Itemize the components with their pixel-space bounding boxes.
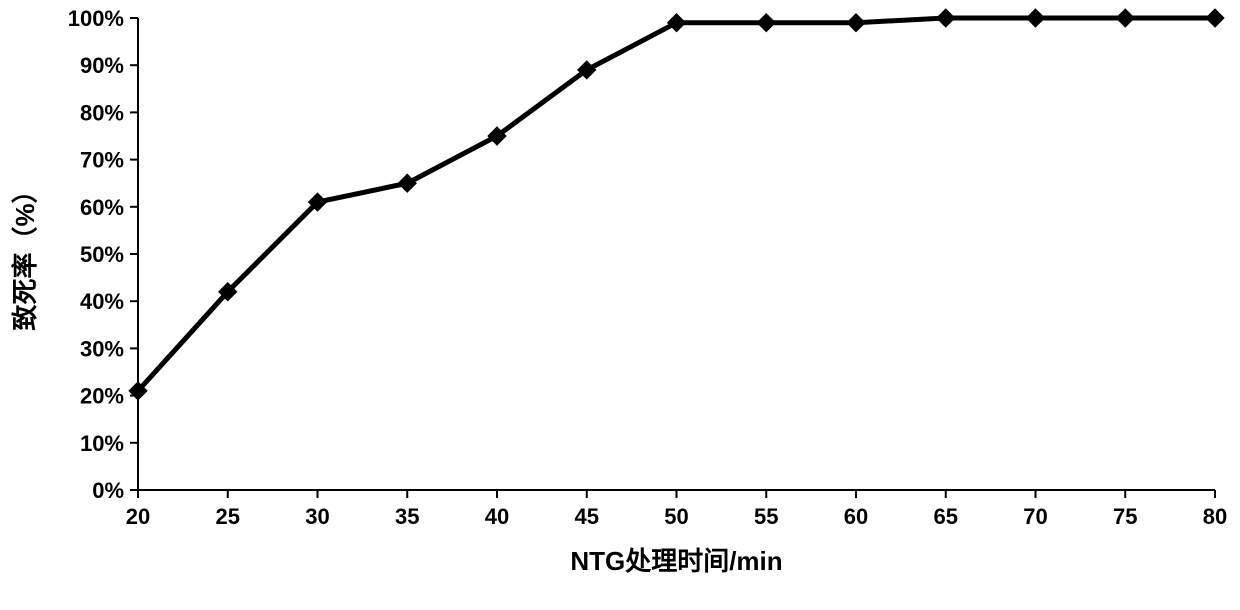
x-tick-label: 65 xyxy=(934,504,958,529)
y-tick-label: 80% xyxy=(80,100,124,125)
line-chart: 0% 10% 20% 30% 40% 50% 60% 70% 80% 90% 100% 20 25 30 3… xyxy=(0,0,1240,610)
x-tick-label: 35 xyxy=(395,504,419,529)
data-marker xyxy=(1206,9,1224,27)
x-tick-label: 50 xyxy=(664,504,688,529)
x-tick-label: 25 xyxy=(216,504,240,529)
x-tick-label: 20 xyxy=(126,504,150,529)
data-marker xyxy=(1027,9,1045,27)
x-tick-label: 60 xyxy=(844,504,868,529)
x-tick-label: 45 xyxy=(575,504,599,529)
x-tick-label: 70 xyxy=(1023,504,1047,529)
x-tick-label: 80 xyxy=(1203,504,1227,529)
y-tick-label: 50% xyxy=(80,242,124,267)
data-marker xyxy=(1116,9,1134,27)
y-tick-label: 40% xyxy=(80,289,124,314)
data-marker xyxy=(757,14,775,32)
y-tick-label: 20% xyxy=(80,384,124,409)
x-tick-label: 55 xyxy=(754,504,778,529)
y-axis-title: 致死率（%） xyxy=(10,177,40,330)
x-tick-label: 40 xyxy=(485,504,509,529)
y-tick-label: 70% xyxy=(80,148,124,173)
x-tick-label: 75 xyxy=(1113,504,1137,529)
data-marker xyxy=(668,14,686,32)
x-tick-label: 30 xyxy=(305,504,329,529)
y-tick-label: 60% xyxy=(80,195,124,220)
data-marker xyxy=(847,14,865,32)
data-marker xyxy=(398,174,416,192)
y-tick-label: 100% xyxy=(68,6,124,31)
x-axis-title: NTG处理时间/min xyxy=(570,546,782,576)
data-line xyxy=(138,18,1215,391)
y-tick-label: 30% xyxy=(80,336,124,361)
y-tick-label: 90% xyxy=(80,53,124,78)
y-tick-label: 0% xyxy=(92,478,124,503)
data-marker xyxy=(937,9,955,27)
chart-container: 0% 10% 20% 30% 40% 50% 60% 70% 80% 90% 100% 20 25 30 3… xyxy=(0,0,1240,610)
y-tick-label: 10% xyxy=(80,431,124,456)
